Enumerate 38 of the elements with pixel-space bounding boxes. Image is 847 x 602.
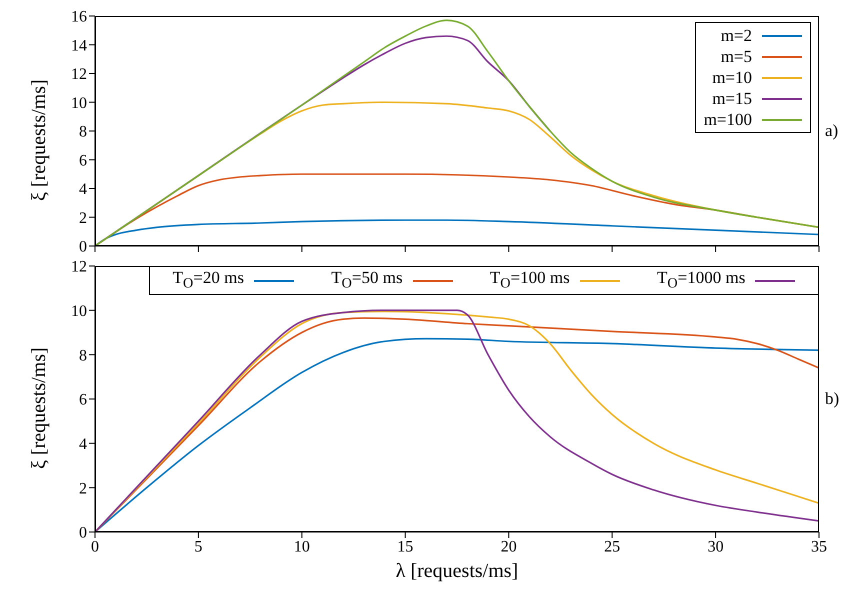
x-tick-label: 20: [500, 538, 517, 556]
x-tick-label: 15: [397, 538, 414, 556]
legend-label: m=10: [712, 67, 752, 88]
y-tick-label: 4: [79, 181, 87, 198]
x-tick-label: 30: [708, 538, 724, 556]
x-tick-label: 25: [604, 538, 620, 556]
legend-label: m=100: [704, 109, 752, 130]
y-tick-label: 14: [71, 37, 87, 54]
x-tick-label: 5: [194, 538, 202, 556]
y-tick-label: 8: [79, 347, 87, 364]
text: b): [825, 389, 840, 409]
y-tick-label: 8: [79, 124, 87, 141]
y-tick-label: 6: [79, 152, 87, 170]
legend-label: m=5: [720, 46, 752, 67]
x-tick-label: 10: [294, 538, 310, 556]
y-tick-label: 6: [79, 392, 87, 409]
y-tick-label: 12: [71, 66, 87, 84]
legend-label: T$_{O}$=50 ms: [331, 267, 403, 294]
y-axis-title: ξ [requests/ms]: [28, 347, 50, 469]
y-tick-label: 0: [79, 238, 87, 256]
y-tick-label: 0: [79, 524, 87, 542]
legend-label: T$_{O}$=1000 ms: [657, 267, 746, 294]
y-tick-label: 10: [71, 94, 87, 112]
y-tick-label: 10: [71, 303, 87, 320]
y-axis-title: ξ [requests/ms]: [28, 79, 50, 201]
y-tick-label: 16: [71, 8, 87, 26]
x-axis-title: λ [requests/ms]: [394, 560, 520, 583]
y-tick-label: 2: [79, 210, 87, 227]
x-tick-label: 0: [91, 538, 99, 556]
legend-label: m=2: [720, 25, 752, 46]
text: a): [825, 121, 838, 141]
x-tick-label: 35: [811, 538, 827, 556]
y-tick-label: 2: [79, 480, 87, 498]
legend-label: T$_{O}$=20 ms: [172, 267, 244, 294]
y-tick-label: 12: [71, 258, 87, 276]
legend-label: T$_{O}$=100 ms: [490, 267, 570, 294]
y-tick-label: 4: [79, 436, 87, 454]
legend-label: m=15: [712, 88, 752, 109]
